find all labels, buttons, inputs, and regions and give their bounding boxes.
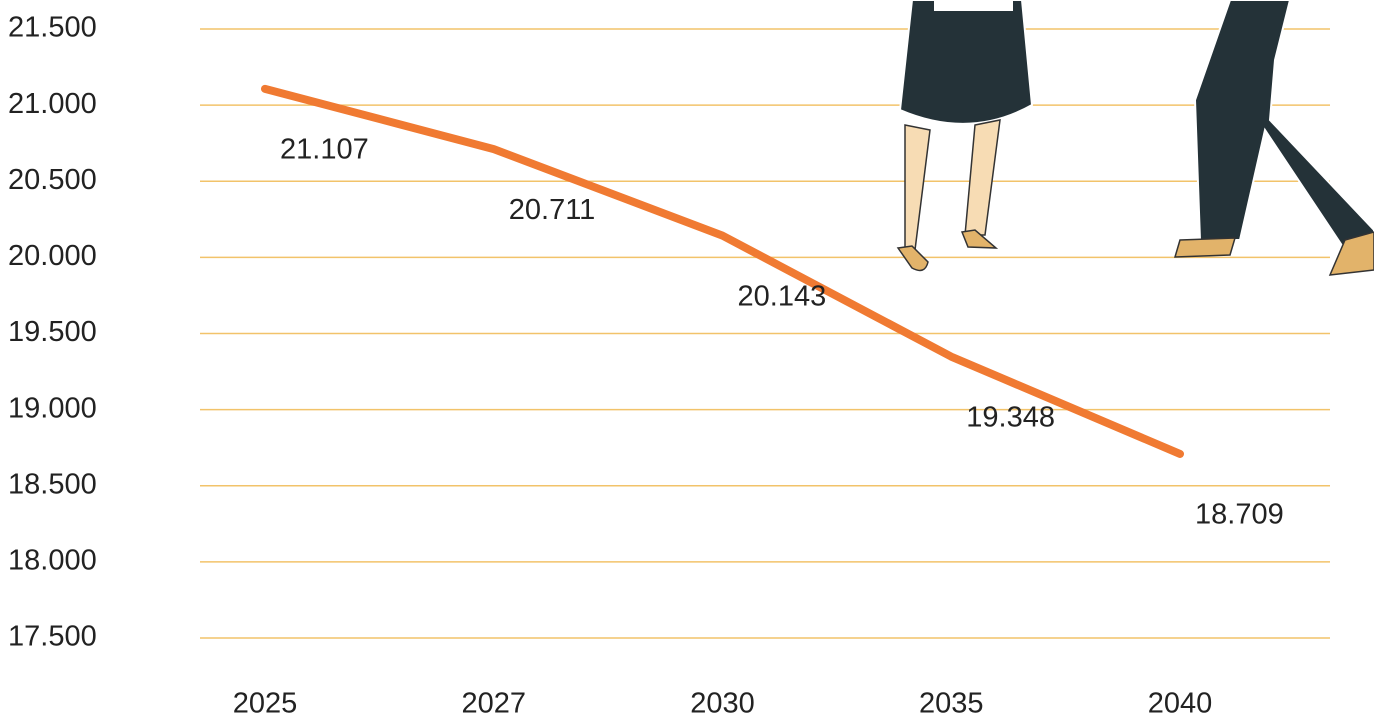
x-tick-label: 2035	[919, 688, 984, 720]
x-tick-label: 2040	[1148, 688, 1213, 720]
y-tick-label: 19.500	[8, 316, 97, 348]
y-tick-label: 21.000	[8, 88, 97, 120]
data-label: 20.143	[738, 280, 827, 312]
data-label: 21.107	[280, 133, 369, 165]
y-tick-label: 18.000	[8, 545, 97, 577]
data-label: 19.348	[966, 401, 1055, 433]
y-tick-label: 18.500	[8, 468, 97, 500]
x-tick-label: 2027	[461, 688, 526, 720]
y-tick-label: 20.500	[8, 164, 97, 196]
line	[265, 89, 1180, 454]
y-tick-label: 20.000	[8, 240, 97, 272]
data-label: 18.709	[1195, 499, 1284, 531]
chart: 17.500 18.000 18.500 19.000 19.500 20.000 20.5…	[0, 0, 1374, 720]
x-tick-label: 2030	[690, 688, 755, 720]
illustration	[898, 0, 1374, 275]
y-tick-label: 21.500	[8, 12, 97, 44]
y-tick-label: 19.000	[8, 392, 97, 424]
x-tick-label: 2025	[233, 688, 298, 720]
y-tick-label: 17.500	[8, 621, 97, 653]
data-label: 20.711	[509, 194, 596, 226]
